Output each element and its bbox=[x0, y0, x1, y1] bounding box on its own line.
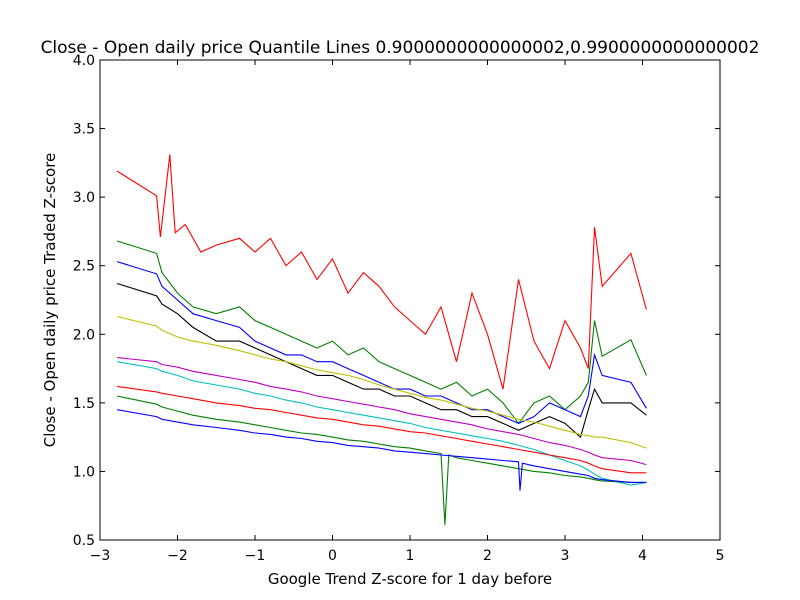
series-line-9 bbox=[116, 395, 647, 525]
chart-title: Close - Open daily price Quantile Lines … bbox=[41, 38, 760, 58]
series-line-1 bbox=[116, 154, 647, 390]
y-tick-label: 4.0 bbox=[73, 53, 95, 69]
x-tick-label: 3 bbox=[561, 548, 570, 564]
series-line-2 bbox=[116, 240, 647, 425]
plot-frame bbox=[99, 59, 721, 541]
y-tick-label: 0.5 bbox=[73, 533, 95, 549]
series-line-7 bbox=[117, 361, 647, 486]
x-tick-label: 5 bbox=[716, 548, 725, 564]
x-tick-label: 2 bbox=[483, 548, 492, 564]
y-tick-label: 1.0 bbox=[73, 464, 95, 480]
series-line-8 bbox=[117, 385, 647, 474]
series-line-3 bbox=[116, 261, 647, 425]
series-line-10 bbox=[117, 409, 647, 491]
y-axis-ticks: 0.5 1.0 1.5 2.0 2.5 3.0 3.5 4.0 bbox=[73, 53, 720, 549]
x-tick-label: 4 bbox=[638, 548, 647, 564]
series-layer bbox=[116, 154, 647, 525]
x-axis-ticks: −3 −2 −1 0 1 2 3 4 5 bbox=[90, 60, 725, 564]
y-axis-label: Close - Open daily price Traded Z-score bbox=[41, 153, 59, 448]
x-axis-label: Google Trend Z-score for 1 day before bbox=[268, 570, 552, 588]
series-line-5 bbox=[116, 315, 647, 449]
y-tick-label: 1.5 bbox=[73, 396, 95, 412]
y-tick-label: 3.5 bbox=[73, 122, 95, 138]
x-tick-label: −1 bbox=[245, 548, 266, 564]
y-tick-label: 2.5 bbox=[73, 259, 95, 275]
series-line-6 bbox=[117, 357, 647, 466]
x-tick-label: −2 bbox=[167, 548, 188, 564]
x-tick-label: 0 bbox=[328, 548, 337, 564]
series-line-4 bbox=[116, 282, 647, 439]
y-tick-label: 2.0 bbox=[73, 327, 95, 343]
x-tick-label: 1 bbox=[406, 548, 415, 564]
x-tick-label: −3 bbox=[90, 548, 111, 564]
y-tick-label: 3.0 bbox=[73, 190, 95, 206]
